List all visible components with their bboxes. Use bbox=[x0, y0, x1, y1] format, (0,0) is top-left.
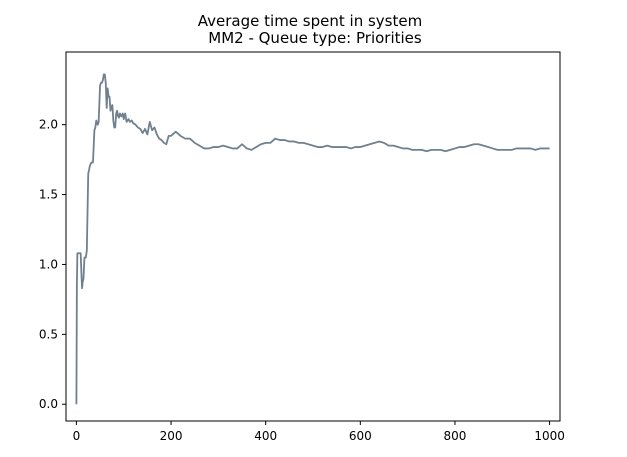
x-tick-label: 400 bbox=[254, 429, 277, 443]
y-tick-label: 2.0 bbox=[39, 118, 58, 132]
y-tick-label: 1.5 bbox=[39, 188, 58, 202]
x-tick-label: 1000 bbox=[534, 429, 565, 443]
series-line-0 bbox=[75, 73, 550, 405]
plot-frame bbox=[65, 51, 561, 422]
chart-title: Average time spent in system bbox=[198, 12, 422, 30]
y-tick-label: 0.5 bbox=[39, 327, 58, 341]
y-tick-label: 0.0 bbox=[39, 397, 58, 411]
x-tick-label: 200 bbox=[160, 429, 183, 443]
chart-subtitle: MM2 - Queue type: Priorities bbox=[208, 29, 422, 47]
y-tick-label: 1.0 bbox=[39, 257, 58, 271]
x-tick-label: 0 bbox=[73, 429, 81, 443]
axes: 0 200 400 600 800 1000 0.0 0.5 1.0 1.5 2.0 bbox=[39, 51, 565, 443]
x-tick-label: 600 bbox=[349, 429, 372, 443]
x-tick-label: 800 bbox=[444, 429, 467, 443]
